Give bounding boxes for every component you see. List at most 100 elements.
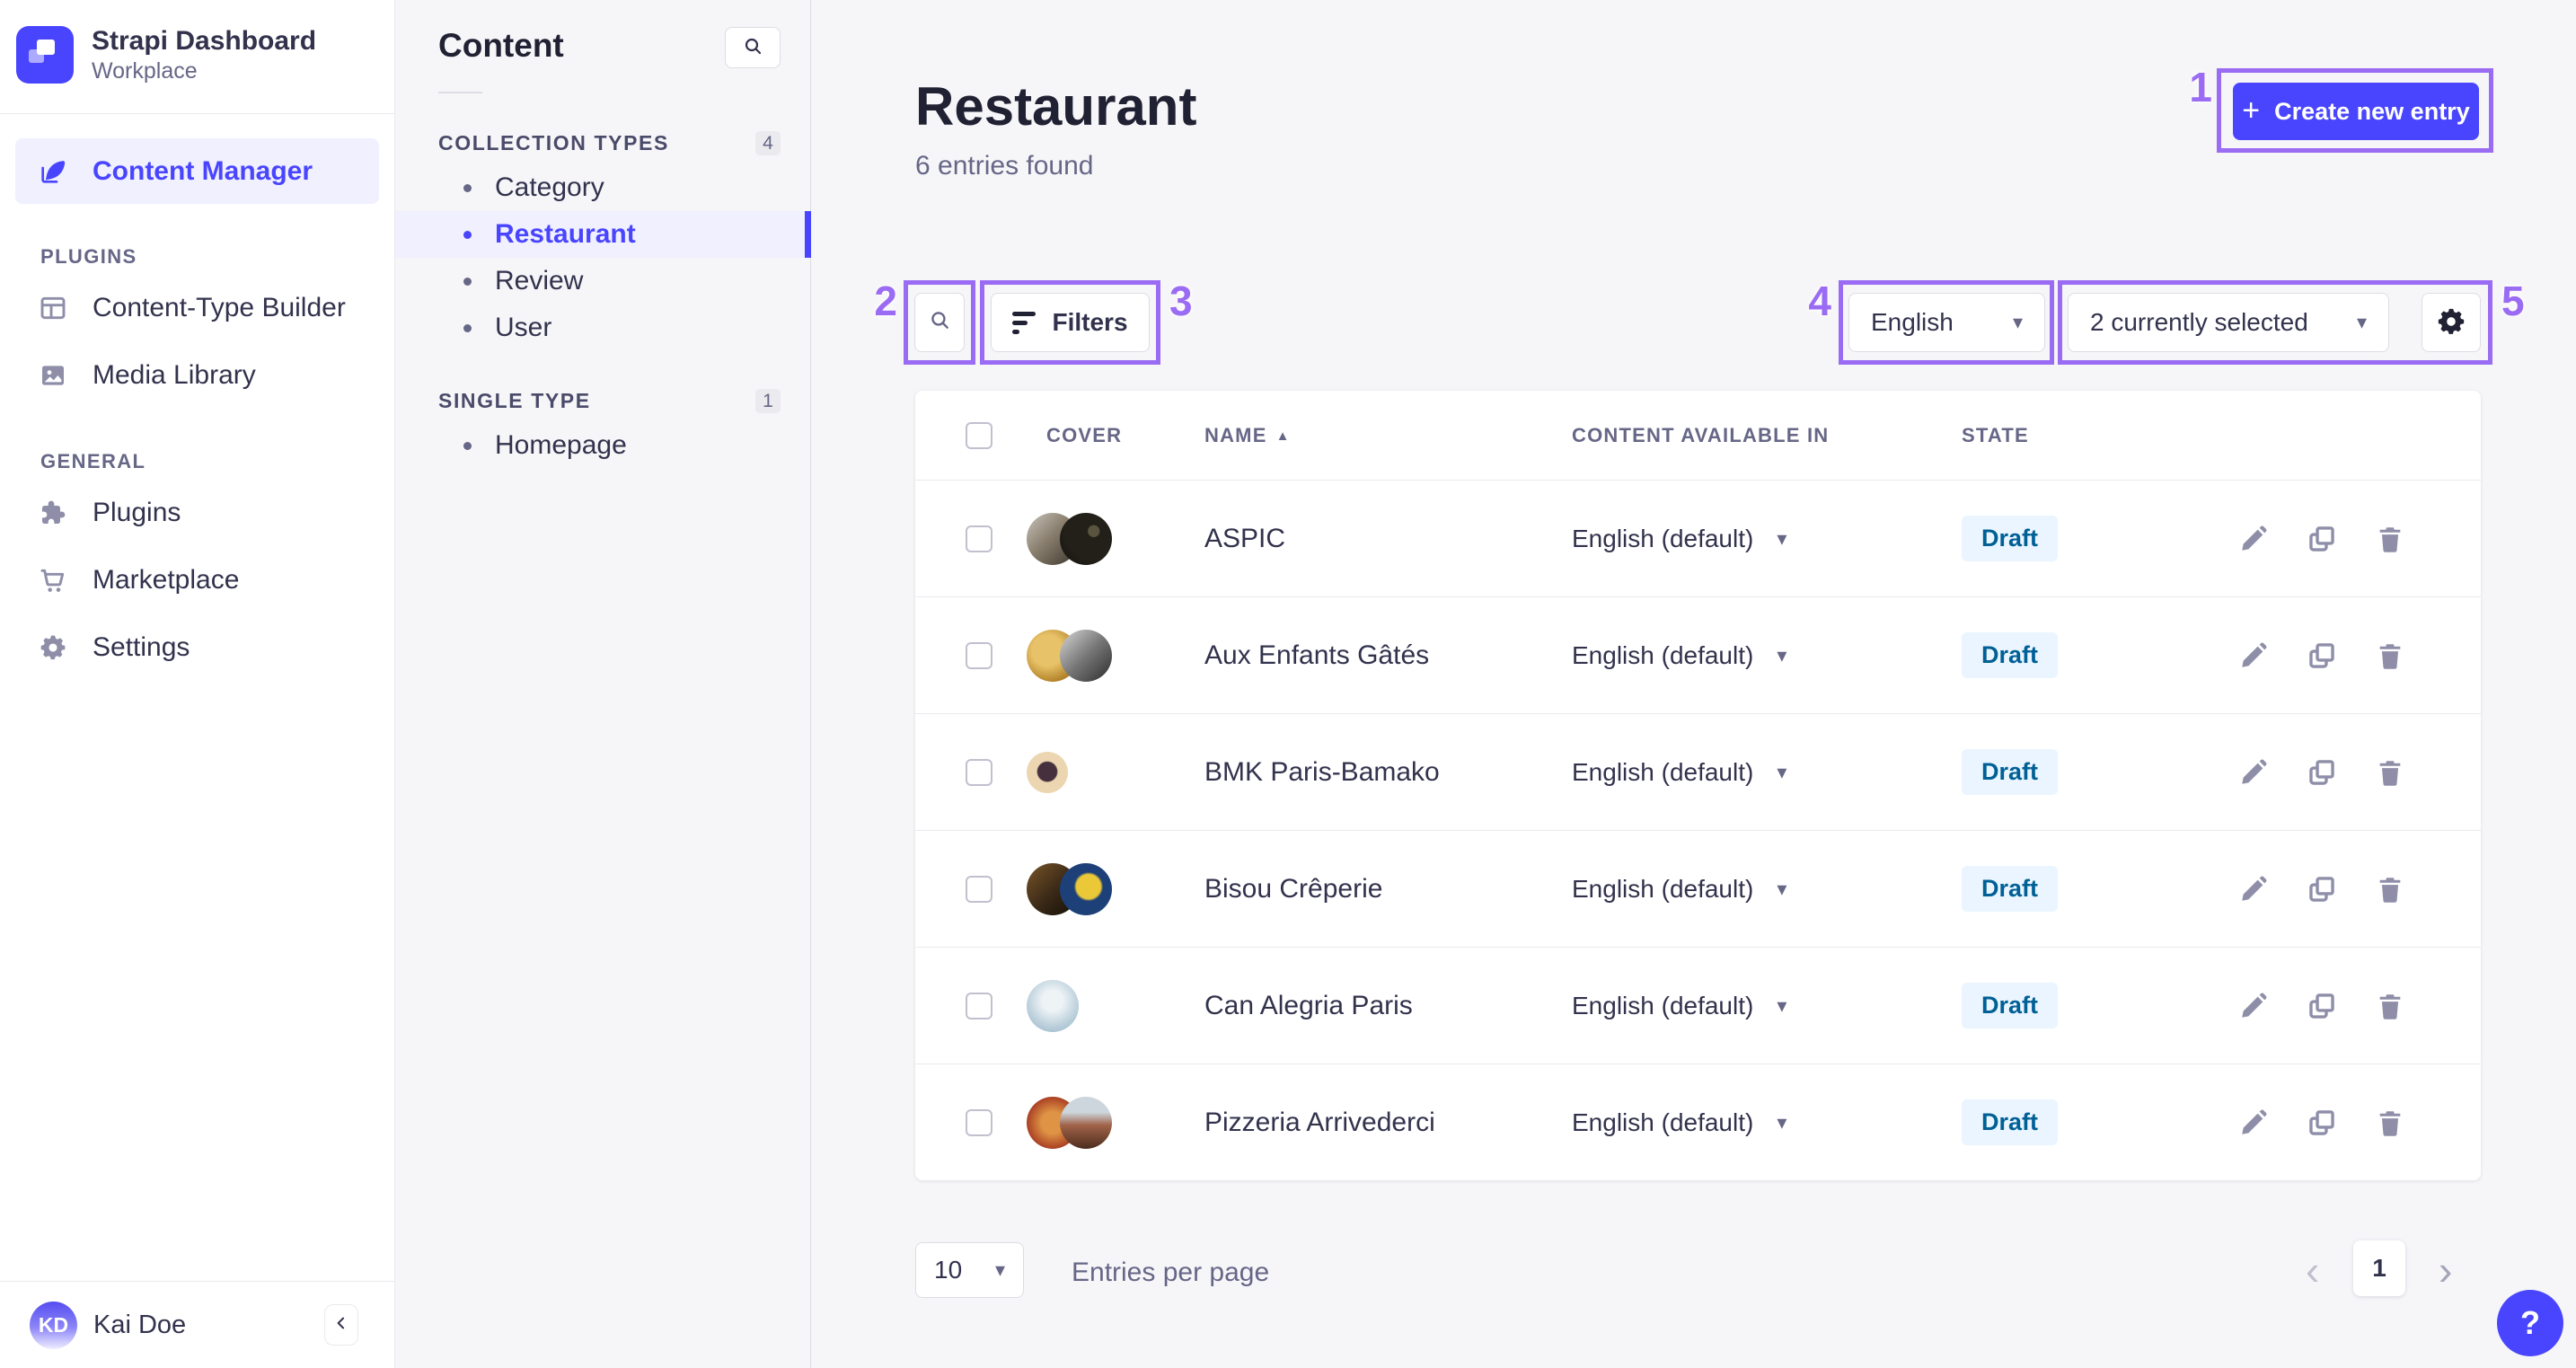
help-button[interactable]: ?	[2497, 1290, 2563, 1356]
sidebar-item-plugins[interactable]: Plugins	[0, 479, 394, 546]
row-locale-dropdown[interactable]: English (default) ▾	[1572, 524, 1787, 552]
table-row: Aux Enfants Gâtés English (default) ▾ Dra…	[915, 596, 2481, 713]
status-badge: Draft	[1962, 632, 2059, 678]
row-checkbox[interactable]	[966, 992, 992, 1019]
row-locale-dropdown[interactable]: English (default) ▾	[1572, 1108, 1787, 1136]
chevron-down-icon: ▾	[1777, 526, 1787, 550]
delete-icon[interactable]	[2375, 640, 2405, 671]
duplicate-icon[interactable]	[2307, 524, 2337, 554]
cover-cell	[996, 862, 1204, 915]
sidebar-item-content-type-builder[interactable]: Content-Type Builder	[0, 274, 394, 341]
sidebar-item-marketplace[interactable]: Marketplace	[0, 546, 394, 613]
fields-selected-dropdown[interactable]: 2 currently selected ▾	[2068, 293, 2389, 352]
nav-section-general: GENERAL	[40, 450, 146, 472]
table-row: Can Alegria Paris English (default) ▾ Dra…	[915, 947, 2481, 1064]
workspace-name: Workplace	[92, 58, 198, 84]
page-title: Restaurant	[915, 76, 1197, 137]
row-actions	[2228, 757, 2445, 788]
subnav-item-restaurant[interactable]: Restaurant	[395, 211, 811, 258]
row-locale-dropdown[interactable]: English (default) ▾	[1572, 874, 1787, 903]
section-single-type: SINGLE TYPE	[438, 389, 591, 412]
cover-image	[1060, 1096, 1112, 1149]
column-header-cover: COVER	[1046, 423, 1123, 446]
app-title: Strapi Dashboard	[92, 26, 317, 56]
nav-section-plugins: PLUGINS	[40, 245, 137, 268]
search-icon	[742, 35, 763, 61]
edit-icon[interactable]	[2238, 991, 2269, 1021]
status-badge: Draft	[1962, 749, 2059, 795]
section-collection-types: COLLECTION TYPES	[438, 131, 669, 154]
sidebar-item-label: Media Library	[93, 359, 256, 390]
annotation-label-3: 3	[1169, 278, 1193, 324]
edit-icon[interactable]	[2238, 640, 2269, 671]
sidebar-item-label: Content Manager	[93, 155, 313, 186]
sidebar-footer: KD Kai Doe	[0, 1281, 394, 1368]
status-badge: Draft	[1962, 1099, 2059, 1145]
edit-icon[interactable]	[2238, 874, 2269, 905]
table-settings-button[interactable]	[2422, 293, 2481, 352]
user-avatar[interactable]: KD	[30, 1301, 77, 1349]
row-checkbox[interactable]	[966, 758, 992, 786]
row-locale-dropdown[interactable]: English (default) ▾	[1572, 640, 1787, 669]
row-actions	[2228, 640, 2445, 671]
row-actions	[2228, 524, 2445, 554]
delete-icon[interactable]	[2375, 1108, 2405, 1138]
sidebar-item-settings[interactable]: Settings	[0, 613, 394, 681]
bullet-icon	[463, 323, 472, 332]
row-checkbox[interactable]	[966, 641, 992, 669]
strapi-logo-icon	[16, 26, 74, 84]
collection-types-count: 4	[755, 131, 781, 155]
page-number-button[interactable]: 1	[2353, 1240, 2405, 1296]
entry-name: Can Alegria Paris	[1204, 990, 1413, 1020]
collapse-sidebar-button[interactable]	[324, 1304, 358, 1346]
layout-icon	[39, 294, 67, 322]
sidebar-item-label: Marketplace	[93, 564, 240, 595]
page-size-dropdown[interactable]: 10 ▾	[915, 1242, 1024, 1298]
single-type-count: 1	[755, 389, 781, 413]
next-page-button[interactable]: ›	[2439, 1247, 2453, 1293]
table-row: BMK Paris-Bamako English (default) ▾ Draf…	[915, 713, 2481, 830]
column-header-name[interactable]: NAME ▲	[1204, 423, 1291, 446]
entries-table: COVER NAME ▲ CONTENT AVAILABLE IN STATE A…	[915, 391, 2481, 1180]
subnav-item-category[interactable]: Category	[395, 164, 810, 211]
edit-icon[interactable]	[2238, 524, 2269, 554]
table-search-button[interactable]	[914, 293, 965, 352]
row-locale-dropdown[interactable]: English (default) ▾	[1572, 991, 1787, 1019]
annotation-label-4: 4	[1808, 278, 1831, 324]
row-locale-dropdown[interactable]: English (default) ▾	[1572, 757, 1787, 786]
edit-icon[interactable]	[2238, 1108, 2269, 1138]
chevron-down-icon: ▾	[1777, 643, 1787, 666]
subnav-item-user[interactable]: User	[395, 304, 810, 351]
sidebar-item-media-library[interactable]: Media Library	[0, 341, 394, 409]
duplicate-icon[interactable]	[2307, 874, 2337, 905]
cover-cell	[996, 629, 1204, 682]
delete-icon[interactable]	[2375, 874, 2405, 905]
entry-name: Bisou Crêperie	[1204, 873, 1383, 904]
delete-icon[interactable]	[2375, 524, 2405, 554]
status-badge: Draft	[1962, 866, 2059, 912]
create-new-entry-button[interactable]: + Create new entry	[2233, 83, 2479, 140]
row-checkbox[interactable]	[966, 525, 992, 552]
row-actions	[2228, 874, 2445, 905]
duplicate-icon[interactable]	[2307, 757, 2337, 788]
delete-icon[interactable]	[2375, 757, 2405, 788]
select-all-checkbox[interactable]	[966, 421, 992, 449]
delete-icon[interactable]	[2375, 991, 2405, 1021]
duplicate-icon[interactable]	[2307, 1108, 2337, 1138]
edit-icon[interactable]	[2238, 757, 2269, 788]
row-checkbox[interactable]	[966, 1108, 992, 1136]
image-icon	[39, 361, 67, 390]
chevron-down-icon: ▾	[1777, 993, 1787, 1017]
subnav-search-button[interactable]	[725, 27, 781, 68]
duplicate-icon[interactable]	[2307, 640, 2337, 671]
locale-dropdown[interactable]: English ▾	[1848, 293, 2045, 352]
feather-pen-icon	[39, 157, 67, 186]
subnav-item-review[interactable]: Review	[395, 258, 810, 304]
sidebar-item-content-manager[interactable]: Content Manager	[15, 138, 379, 204]
subnav-item-homepage[interactable]: Homepage	[395, 422, 810, 469]
row-checkbox[interactable]	[966, 875, 992, 903]
filters-button[interactable]: Filters	[991, 293, 1150, 352]
previous-page-button[interactable]: ‹	[2306, 1247, 2320, 1293]
bullet-icon	[463, 277, 472, 286]
duplicate-icon[interactable]	[2307, 991, 2337, 1021]
